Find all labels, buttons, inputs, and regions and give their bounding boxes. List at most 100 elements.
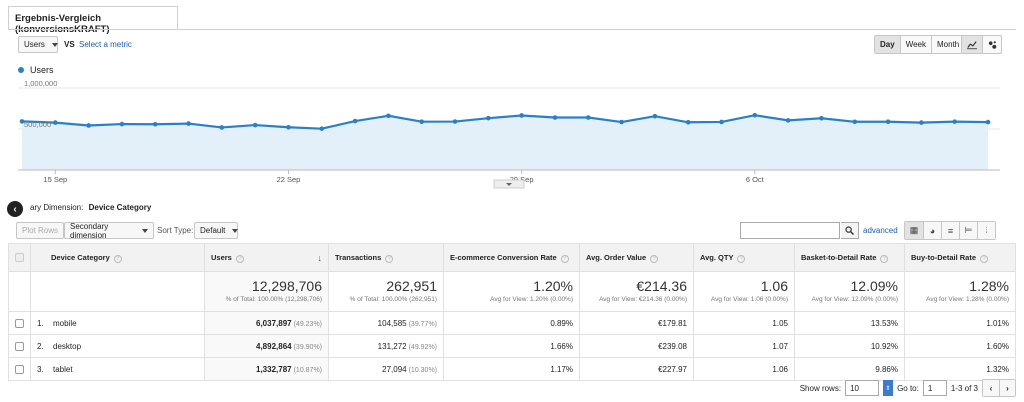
pie-chart-icon[interactable]: ◕ (923, 222, 941, 239)
basket-to-detail-cell: 9.86% (795, 358, 905, 381)
data-point (519, 113, 524, 118)
stepper-icon[interactable]: ⇕ (883, 380, 893, 396)
report-tab[interactable]: Ergebnis-Vergleich (konversionsKRAFT) (8, 6, 178, 30)
term-cloud-icon[interactable]: ⦙ (977, 222, 995, 239)
help-icon[interactable]: ? (737, 255, 745, 263)
table-row[interactable]: 2. desktop 4,892,864 (39.90%) 131,272 (49.92%… (9, 335, 1016, 358)
col-header-conversion-rate[interactable]: E-commerce Conversion Rate? (444, 244, 580, 272)
goto-input[interactable]: 1 (923, 380, 947, 396)
transactions-percent: (39.77%) (409, 321, 437, 328)
table-row[interactable]: 3. tablet 1,332,787 (10.87%) 27,094 (10.30%) 1… (9, 358, 1016, 381)
transactions-cell: 104,585 (39.77%) (329, 312, 444, 335)
total-value: 12.09% (801, 278, 898, 294)
chart-type-toggle (961, 35, 1002, 54)
search-icon[interactable] (841, 222, 859, 239)
granularity-toggle: Day Week Month (874, 35, 965, 54)
plot-rows-button[interactable]: Plot Rows (16, 222, 64, 239)
help-icon[interactable]: ? (880, 255, 888, 263)
total-subtext: Avg for View: 1.06 (0.00%) (700, 296, 788, 303)
comparison-icon[interactable]: ⊨ (959, 222, 977, 239)
row-checkbox[interactable] (15, 365, 24, 374)
basket-to-detail-cell: 13.53% (795, 312, 905, 335)
chart-legend: Users (18, 65, 54, 75)
advanced-filter-link[interactable]: advanced (863, 226, 898, 235)
motion-chart-icon[interactable] (982, 36, 1002, 53)
sort-descending-icon: ↓ (318, 253, 323, 263)
totals-row: 12,298,706 % of Total: 100.00% (12,298,70… (9, 272, 1016, 312)
data-table: Device Category? Users? ↓ Transactions? E… (8, 243, 1016, 381)
transactions-value: 104,585 (378, 319, 407, 328)
sort-type-dropdown[interactable]: Default (194, 222, 238, 239)
table-view-toggle: ▦ ◕ ≡ ⊨ ⦙ (904, 221, 996, 240)
row-number: 3. (37, 365, 53, 374)
total-subtext: Avg for View: 1.20% (0.00%) (450, 296, 573, 303)
device-category-link[interactable]: desktop (53, 342, 81, 351)
y-tick-label: 500,000 (24, 120, 51, 129)
show-rows-label: Show rows: (800, 384, 841, 393)
metric-dropdown-label: Users (24, 40, 45, 49)
select-metric-link[interactable]: Select a metric (79, 40, 132, 49)
col-header-avg-qty[interactable]: Avg. QTY? (694, 244, 795, 272)
table-row[interactable]: 1. mobile 6,037,897 (49.23%) 104,585 (39.77%)… (9, 312, 1016, 335)
data-point (220, 125, 225, 130)
help-icon[interactable]: ? (236, 255, 244, 263)
help-icon[interactable]: ? (114, 255, 122, 263)
device-category-link[interactable]: mobile (53, 319, 77, 328)
primary-dimension-label: ary Dimension: (30, 203, 83, 212)
day-button[interactable]: Day (875, 36, 900, 53)
row-checkbox[interactable] (15, 319, 24, 328)
select-all-checkbox[interactable] (15, 253, 24, 262)
sort-type-label: Sort Type: (157, 226, 193, 235)
users-percent: (39.90%) (294, 344, 322, 351)
total-subtext: Avg for View: 12.09% (0.00%) (801, 296, 898, 303)
col-header-avg-order-value[interactable]: Avg. Order Value? (580, 244, 694, 272)
data-point (719, 120, 724, 125)
row-checkbox[interactable] (15, 342, 24, 351)
users-cell: 4,892,864 (39.90%) (205, 335, 329, 358)
total-cell: 12.09% Avg for View: 12.09% (0.00%) (795, 272, 905, 312)
tab-divider (8, 29, 1016, 30)
col-header-users[interactable]: Users? ↓ (205, 244, 329, 272)
sort-type-value: Default (200, 226, 225, 235)
next-page-icon[interactable]: › (999, 380, 1015, 396)
metric-dropdown[interactable]: Users (18, 36, 58, 53)
buy-to-detail-cell: 1.32% (905, 358, 1016, 381)
legend-label: Users (30, 65, 54, 75)
line-chart-icon[interactable] (962, 36, 982, 53)
conversion-rate-cell: 1.17% (444, 358, 580, 381)
data-point (852, 119, 857, 124)
total-cell: 12,298,706% of Total: 100.00% (12,298,70… (205, 272, 329, 312)
avg-qty-cell: 1.05 (694, 312, 795, 335)
show-rows-select[interactable]: 10 (845, 380, 879, 396)
primary-dimension-value[interactable]: Device Category (89, 203, 152, 212)
row-checkbox-cell (9, 312, 31, 335)
col-header-transactions[interactable]: Transactions? (329, 244, 444, 272)
col-header-device-category[interactable]: Device Category? (31, 244, 205, 272)
total-value: 12,298,706 (211, 278, 322, 294)
pagination: Show rows: 10 ⇕ Go to: 1 1-3 of 3 ‹ › (800, 379, 1016, 397)
prev-page-icon[interactable]: ‹ (983, 380, 999, 396)
users-over-time-chart: 1,000,000500,00015 Sep22 Sep29 Sep6 Oct (0, 80, 1024, 190)
help-icon[interactable]: ? (980, 255, 988, 263)
total-cell: €214.36 Avg for View: €214.36 (0.00%) (580, 272, 694, 312)
month-button[interactable]: Month (931, 36, 964, 53)
help-icon[interactable]: ? (650, 255, 658, 263)
data-point (686, 120, 691, 125)
device-category-link[interactable]: tablet (53, 365, 73, 374)
goto-label: Go to: (897, 384, 919, 393)
col-header-basket-to-detail-rate[interactable]: Basket-to-Detail Rate? (795, 244, 905, 272)
help-icon[interactable]: ? (385, 255, 393, 263)
avg-qty-cell: 1.07 (694, 335, 795, 358)
col-header-buy-to-detail-rate[interactable]: Buy-to-Detail Rate? (905, 244, 1016, 272)
total-cell: 1.06 Avg for View: 1.06 (0.00%) (694, 272, 795, 312)
row-number: 1. (37, 319, 53, 328)
week-button[interactable]: Week (900, 36, 931, 53)
performance-bar-icon[interactable]: ≡ (941, 222, 959, 239)
avg-order-value-cell: €239.08 (580, 335, 694, 358)
col-header-label: Transactions (335, 253, 381, 262)
table-search-input[interactable] (740, 222, 840, 239)
help-icon[interactable]: ? (561, 255, 569, 263)
data-table-icon[interactable]: ▦ (905, 222, 923, 239)
data-point (53, 120, 58, 125)
secondary-dimension-dropdown[interactable]: Secondary dimension (64, 222, 154, 239)
